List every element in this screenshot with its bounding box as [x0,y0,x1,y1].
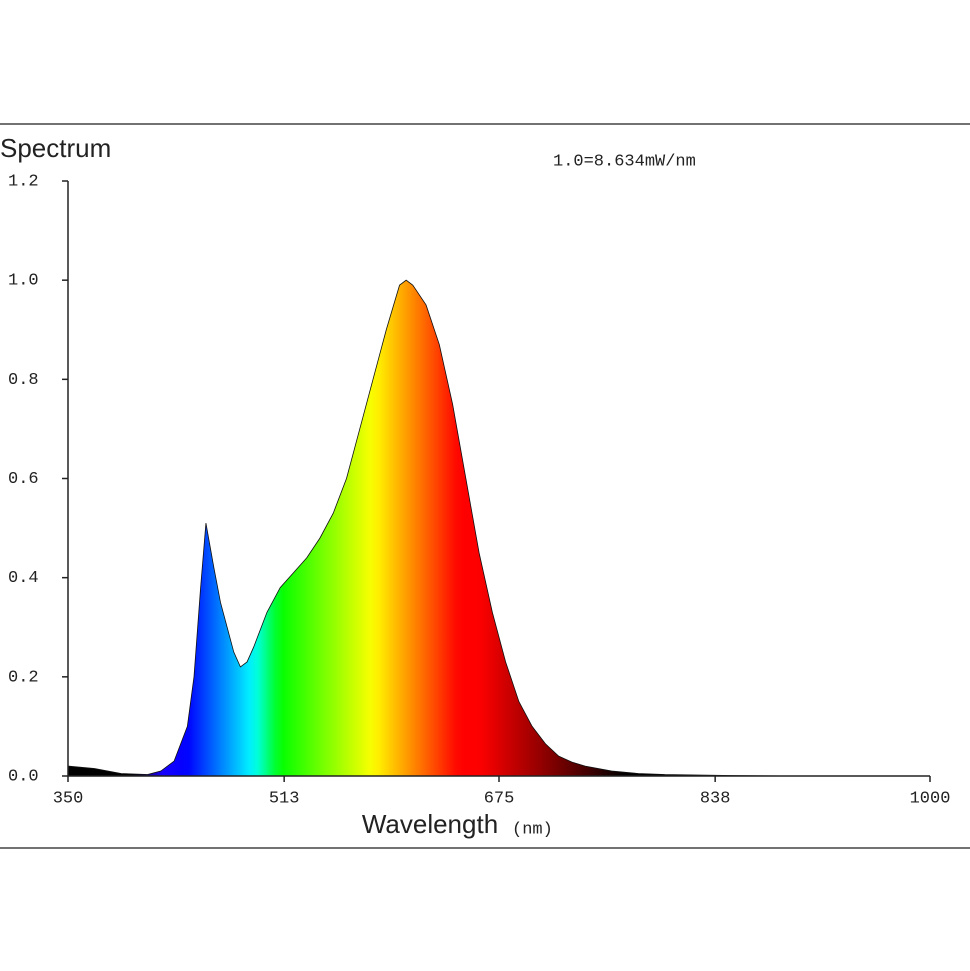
x-tick-label: 1000 [910,789,951,808]
x-axis-unit: (nm) [512,820,553,839]
y-tick-label: 1.2 [8,172,39,191]
x-tick-label: 513 [269,789,300,808]
chart-title: Spectrum [0,133,111,163]
y-tick-label: 0.6 [8,470,39,489]
spectrum-area [67,279,930,777]
y-tick-label: 0.0 [8,767,39,786]
y-tick-label: 0.8 [8,371,39,390]
annotation: 1.0=8.634mW/nm [553,152,696,171]
y-tick-label: 0.2 [8,668,39,687]
y-tick-label: 1.0 [8,272,39,291]
x-tick-label: 838 [700,789,731,808]
x-tick-label: 350 [53,789,84,808]
x-axis-label: Wavelength [362,809,498,839]
y-tick-label: 0.4 [8,569,39,588]
x-tick-label: 675 [484,789,515,808]
